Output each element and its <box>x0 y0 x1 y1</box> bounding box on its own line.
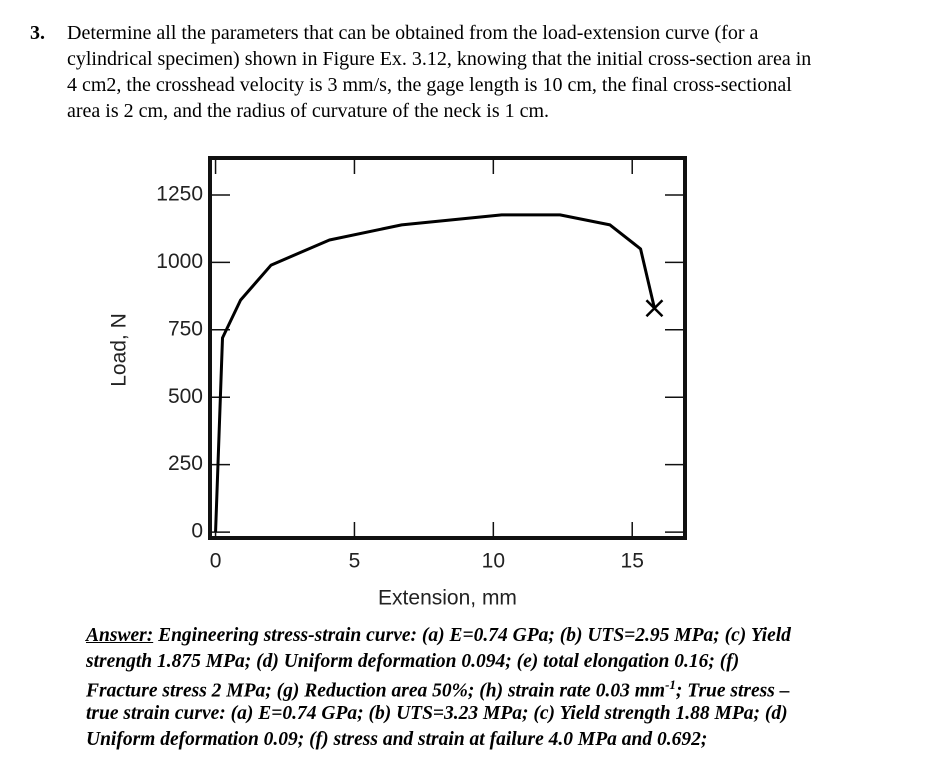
answer-line: strength 1.875 MPa; (d) Uniform deformat… <box>86 651 740 672</box>
plot-frame <box>208 156 687 540</box>
y-tick-label: 250 <box>168 452 203 475</box>
x-axis-label: Extension, mm <box>378 587 517 610</box>
y-tick-label: 1250 <box>156 182 203 205</box>
y-tick-label: 500 <box>168 385 203 408</box>
y-axis-label: Load, N <box>108 313 131 387</box>
question-line: 4 cm2, the crosshead velocity is 3 mm/s,… <box>67 74 792 96</box>
question-number: 3. <box>30 22 45 44</box>
superscript: -1 <box>665 677 676 692</box>
x-tick-label: 5 <box>349 550 361 573</box>
answer-line: Answer: Engineering stress-strain curve:… <box>86 625 791 647</box>
x-tick-label: 10 <box>482 550 505 573</box>
question-line: area is 2 cm, and the radius of curvatur… <box>67 100 550 122</box>
y-tick-label: 750 <box>168 317 203 340</box>
y-tick-label: 1000 <box>156 250 203 273</box>
y-tick-label: 0 <box>191 520 203 543</box>
load-curve <box>214 213 656 533</box>
answer-line: Uniform deformation 0.09; (f) stress and… <box>86 729 708 750</box>
answer-line: true strain curve: (a) E=0.74 GPa; (b) U… <box>86 703 788 724</box>
fracture-mark <box>645 299 664 318</box>
answer-text: Fracture stress 2 MPa; (g) Reduction are… <box>86 680 666 702</box>
question-line: Determine all the parameters that can be… <box>67 22 759 44</box>
answer-label: Answer: <box>86 625 154 646</box>
answer-line: Fracture stress 2 MPa; (g) Reduction are… <box>86 677 789 703</box>
answer-text: ; True stress – <box>675 680 790 702</box>
answer-text: Engineering stress-strain curve: (a) E=0… <box>158 625 791 646</box>
x-tick-label: 15 <box>621 550 644 573</box>
x-tick-label: 0 <box>210 550 222 573</box>
question-line: cylindrical specimen) shown in Figure Ex… <box>67 48 812 70</box>
